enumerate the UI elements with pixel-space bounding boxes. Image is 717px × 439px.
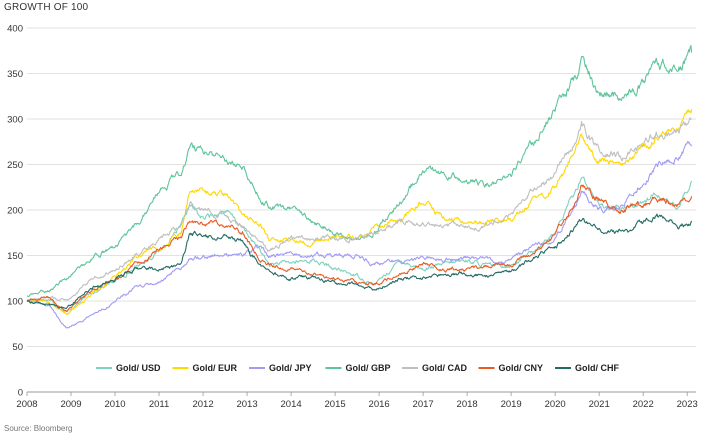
y-tick-label: 150 bbox=[7, 251, 23, 262]
series-line-gold-cny bbox=[26, 184, 693, 313]
legend-label: Gold/ JPY bbox=[269, 363, 312, 373]
y-tick-label: 400 bbox=[7, 24, 23, 35]
x-tick-label: 2016 bbox=[369, 399, 390, 410]
y-tick-label: 100 bbox=[7, 297, 23, 308]
legend-label: Gold/ CHF bbox=[575, 363, 619, 373]
y-tick-label: 350 bbox=[7, 69, 23, 80]
series-line-gold-eur bbox=[26, 108, 693, 315]
x-tick-label: 2019 bbox=[501, 399, 522, 410]
y-tick-label: 250 bbox=[7, 160, 23, 171]
x-tick-label: 2015 bbox=[325, 399, 346, 410]
x-tick-label: 2013 bbox=[236, 399, 257, 410]
x-tick-label: 2020 bbox=[545, 399, 566, 410]
chart-title: GROWTH OF 100 bbox=[4, 2, 89, 13]
series-line-gold-gbp bbox=[26, 45, 693, 298]
legend-label: Gold/ CNY bbox=[499, 363, 544, 373]
series-line-gold-usd bbox=[26, 176, 693, 312]
x-tick-label: 2023 bbox=[677, 399, 698, 410]
legend-label: Gold/ GBP bbox=[346, 363, 391, 373]
y-tick-label: 50 bbox=[12, 342, 23, 353]
legend-label: Gold/ EUR bbox=[193, 363, 238, 373]
legend-label: Gold/ CAD bbox=[422, 363, 467, 373]
x-tick-label: 2022 bbox=[633, 399, 654, 410]
y-tick-label: 0 bbox=[18, 388, 23, 399]
x-tick-label: 2012 bbox=[192, 399, 213, 410]
y-tick-label: 300 bbox=[7, 115, 23, 126]
legend-label: Gold/ USD bbox=[116, 363, 161, 373]
x-tick-label: 2009 bbox=[60, 399, 81, 410]
series-line-gold-jpy bbox=[26, 140, 693, 329]
x-tick-label: 2010 bbox=[104, 399, 125, 410]
series-line-gold-cad bbox=[26, 117, 692, 302]
y-tick-label: 200 bbox=[7, 206, 23, 217]
x-tick-label: 2008 bbox=[16, 399, 37, 410]
source-note: Source: Bloomberg bbox=[4, 424, 73, 433]
x-tick-label: 2018 bbox=[457, 399, 478, 410]
x-tick-label: 2011 bbox=[149, 399, 169, 410]
x-tick-label: 2021 bbox=[589, 399, 610, 410]
series-line-gold-chf bbox=[26, 213, 693, 310]
x-tick-label: 2017 bbox=[413, 399, 434, 410]
x-tick-label: 2014 bbox=[281, 399, 302, 410]
